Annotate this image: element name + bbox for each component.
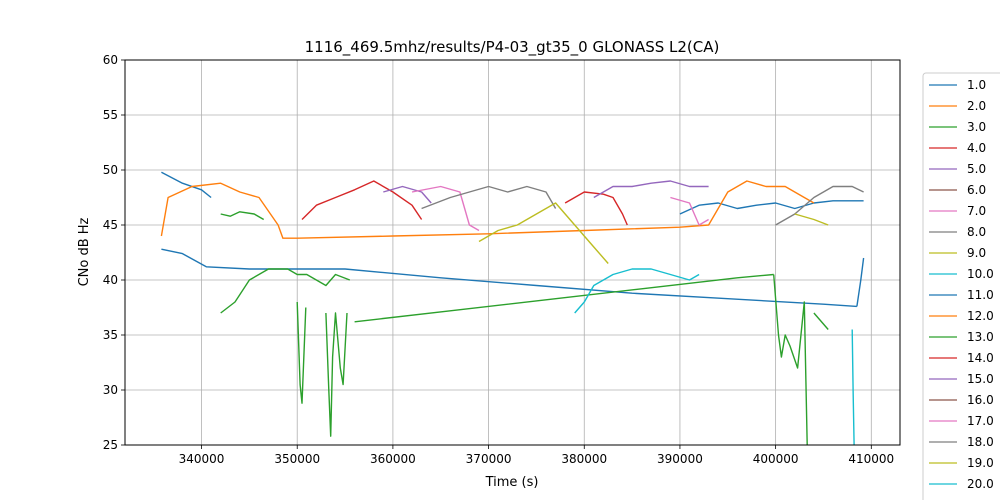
legend-label: 16.0 [967,393,994,407]
legend-label: 8.0 [967,225,986,239]
y-tick-label: 45 [103,218,118,232]
legend-label: 14.0 [967,351,994,365]
y-tick-label: 60 [103,53,118,67]
legend-label: 4.0 [967,141,986,155]
y-tick-label: 40 [103,273,118,287]
x-tick-label: 350000 [274,452,320,466]
series-line-14-0 [301,180,423,220]
legend-frame [922,72,1000,504]
legend-label: 17.0 [967,414,994,428]
x-tick-label: 370000 [466,452,512,466]
y-tick-label: 55 [103,108,118,122]
legend-label: 10.0 [967,267,994,281]
x-tick-label: 390000 [657,452,703,466]
legend: 1.0 2.0 3.0 4.0 5.0 6.0 7.0 8.0 9.0 10.0 11.0 12.0 1… [922,72,1000,504]
x-axis-ticks: 340000 350000 360000 370000 380000 390000 4000… [179,445,894,466]
series-line-14-0 [564,191,628,226]
y-tick-label: 30 [103,383,118,397]
series-line-13-0 [354,273,774,323]
series-line-18-0 [775,185,864,226]
series-line-13-0-dropout [325,312,348,437]
legend-label: 19.0 [967,456,994,470]
plot-area [125,60,900,445]
series-line-12-0 [160,180,815,239]
x-tick-label: 340000 [179,452,225,466]
legend-label: 11.0 [967,288,994,302]
series-line-1-0 [856,257,865,307]
legend-label: 6.0 [967,183,986,197]
legend-label: 1.0 [967,78,986,92]
series-line-13-0-dropout [773,274,808,445]
x-tick-label: 360000 [370,452,416,466]
series-line-20-0 [851,329,855,445]
series-line-11-0 [679,200,864,215]
legend-label: 20.0 [967,477,994,491]
x-tick-label: 380000 [561,452,607,466]
y-tick-label: 25 [103,438,118,452]
legend-label: 3.0 [967,120,986,134]
x-tick-label: 410000 [848,452,894,466]
legend-label: 5.0 [967,162,986,176]
y-axis-ticks: 25 30 35 40 45 50 55 60 [103,53,125,452]
series-line-17-0 [411,185,480,232]
series-line-17-0 [670,196,709,226]
legend-label: 9.0 [967,246,986,260]
series-layer [160,171,865,445]
series-line-19-0 [478,202,609,264]
legend-label: 2.0 [967,99,986,113]
series-line-13-0-dropout [296,301,307,404]
legend-label: 12.0 [967,309,994,323]
x-axis-label: Time (s) [485,475,539,490]
series-line-13-0-dropout [813,312,829,330]
series-line-18-0 [421,185,557,210]
series-line-15-0 [383,185,432,204]
legend-label: 13.0 [967,330,994,344]
y-tick-label: 35 [103,328,118,342]
legend-label: 18.0 [967,435,994,449]
series-line-15-0 [593,180,709,199]
series-line-13-0 [220,268,351,314]
y-axis-label: CNo dB Hz [77,217,92,286]
x-tick-label: 400000 [753,452,799,466]
legend-label: 7.0 [967,204,986,218]
chart-title: 1116_469.5mhz/results/P4-03_gt35_0 GLONA… [305,38,720,57]
legend-label: 15.0 [967,372,994,386]
series-line-19-0 [794,213,829,226]
y-tick-label: 50 [103,163,118,177]
series-line-20-0 [574,268,700,314]
series-line-13-0 [220,211,265,221]
series-line-1-0 [161,248,857,308]
axes-frame [124,59,901,446]
